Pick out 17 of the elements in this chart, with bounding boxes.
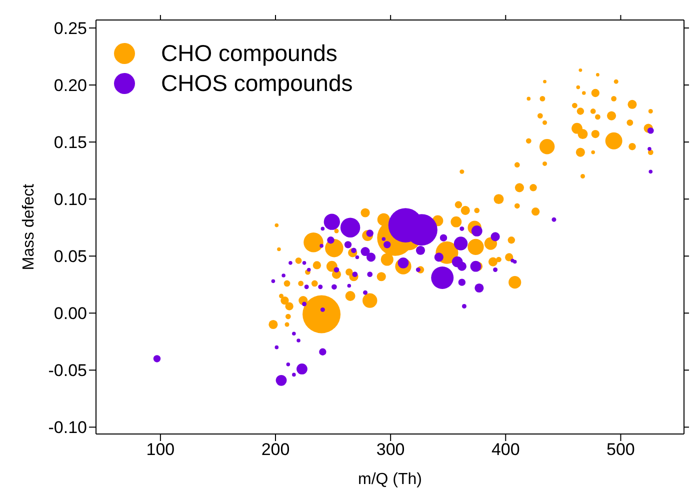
legend-label: CHO compounds (161, 39, 338, 68)
y-tick-label: 0.05 (54, 247, 87, 266)
y-tick-label: 0.00 (54, 304, 87, 324)
y-tick-label: 0.15 (54, 133, 87, 152)
y-tick-label: 0.20 (54, 76, 87, 96)
legend-label: CHOS compounds (161, 69, 353, 98)
x-axis-title: m/Q (Th) (358, 471, 422, 488)
y-tick-label: 0.25 (54, 19, 87, 38)
x-tick-label: 300 (376, 440, 405, 460)
x-tick-label: 500 (606, 440, 635, 460)
y-axis-title: Mass defect (20, 183, 38, 270)
x-tick-label: 100 (146, 440, 175, 460)
y-tick-label: 0.10 (54, 190, 87, 210)
x-tick-label: 200 (261, 440, 290, 460)
y-tick-label: -0.10 (48, 418, 87, 438)
y-tick-label: -0.05 (48, 361, 87, 380)
x-tick-label: 400 (491, 440, 520, 460)
